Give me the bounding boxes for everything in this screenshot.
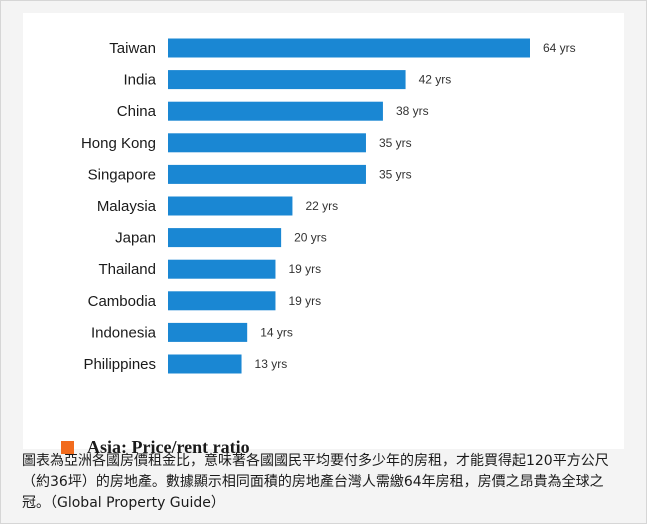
- data-label-japan: 20 yrs: [294, 231, 327, 245]
- bar-malaysia: [168, 196, 293, 216]
- bar-china: [168, 101, 383, 121]
- data-label-taiwan: 64 yrs: [543, 41, 576, 55]
- data-label-india: 42 yrs: [419, 73, 452, 87]
- data-label-hong-kong: 35 yrs: [379, 136, 412, 150]
- chart-panel: Taiwan 64 yrs India 42 yrs China 38 yrs Hong K…: [23, 13, 624, 457]
- category-label-singapore: Singapore: [88, 166, 156, 183]
- category-label-japan: Japan: [115, 230, 156, 247]
- category-label-taiwan: Taiwan: [109, 40, 156, 57]
- category-label-thailand: Thailand: [98, 261, 156, 278]
- price-rent-chart: Taiwan 64 yrs India 42 yrs China 38 yrs Hong K…: [81, 38, 576, 374]
- chart-legend: Asia: Price/rent ratio: [61, 436, 250, 458]
- bar-taiwan: [168, 38, 530, 58]
- category-label-malaysia: Malaysia: [97, 198, 157, 215]
- data-label-indonesia: 14 yrs: [260, 325, 293, 339]
- bar-japan: [168, 228, 282, 248]
- figure-caption: 圖表為亞洲各國房價租金比，意味著各國國民平均要付多少年的房租，才能買得起120平…: [22, 453, 609, 511]
- data-label-cambodia: 19 yrs: [288, 294, 321, 308]
- data-label-philippines: 13 yrs: [255, 357, 288, 371]
- category-label-philippines: Philippines: [83, 356, 156, 373]
- category-label-india: India: [123, 72, 156, 89]
- category-label-hong-kong: Hong Kong: [81, 135, 156, 152]
- category-label-cambodia: Cambodia: [88, 293, 157, 310]
- bar-hong-kong: [168, 133, 366, 153]
- legend-swatch: [61, 440, 74, 454]
- data-label-singapore: 35 yrs: [379, 167, 412, 181]
- bar-indonesia: [168, 322, 248, 342]
- bar-cambodia: [168, 291, 276, 311]
- data-label-thailand: 19 yrs: [288, 262, 321, 276]
- bar-singapore: [168, 164, 366, 184]
- data-label-china: 38 yrs: [396, 104, 429, 118]
- bar-india: [168, 70, 406, 90]
- category-label-indonesia: Indonesia: [91, 324, 157, 341]
- bar-thailand: [168, 259, 276, 279]
- data-label-malaysia: 22 yrs: [305, 199, 338, 213]
- bar-philippines: [168, 354, 242, 374]
- category-label-china: China: [117, 103, 157, 120]
- legend-label: Asia: Price/rent ratio: [87, 436, 250, 457]
